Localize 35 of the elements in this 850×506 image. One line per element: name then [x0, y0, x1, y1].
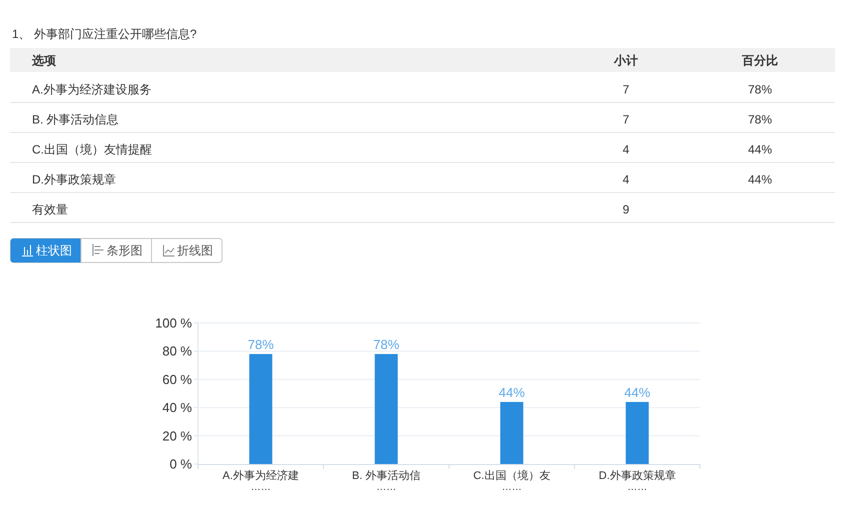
data-label: 78%: [748, 112, 772, 126]
category-label: A.外事为经济建设服务: [32, 82, 152, 96]
data-label: 78%: [373, 337, 400, 352]
text: 条形图: [106, 244, 142, 258]
data-label: 78%: [748, 82, 772, 96]
data-label: 9: [622, 202, 630, 216]
data-label: 4: [622, 172, 630, 186]
data-label: 44%: [498, 384, 526, 400]
category-label: B. 外事活动信息: [32, 112, 119, 126]
y-tick-label: 20 %: [162, 428, 192, 444]
data-label: 44%: [748, 142, 772, 156]
y-tick-label: 100 %: [155, 316, 192, 330]
category-label: 有效量: [32, 202, 68, 216]
x-tick-label: C.出国（境）友 ……: [473, 469, 550, 493]
category-label: C.出国（境）友情提醒: [32, 142, 152, 156]
y-tick-label: 60 %: [162, 372, 192, 387]
y-tick-label: 0 %: [170, 456, 192, 472]
text: 柱状图: [36, 244, 72, 258]
y-tick-label: 80 %: [162, 344, 192, 359]
x-tick-label: D.外事政策规章 ……: [598, 469, 676, 493]
data-label: 44%: [624, 384, 651, 400]
data-label: 7: [622, 82, 630, 96]
x-tick-label: B. 外事活动信 ……: [352, 469, 420, 493]
x-tick-label: A.外事为经济建 ……: [222, 469, 299, 493]
data-label: 7: [622, 112, 630, 126]
y-tick-label: 40 %: [162, 400, 192, 416]
text: 百分比: [741, 54, 778, 68]
text: 小计: [613, 54, 638, 68]
data-label: 44%: [748, 172, 772, 186]
text: 1、 外事部门应注重公开哪些信息?: [12, 27, 198, 41]
data-label: 4: [622, 142, 630, 156]
text: 选项: [31, 54, 57, 68]
data-label: 78%: [248, 337, 274, 352]
category-label: D.外事政策规章: [32, 172, 116, 186]
text: 折线图: [177, 244, 213, 258]
